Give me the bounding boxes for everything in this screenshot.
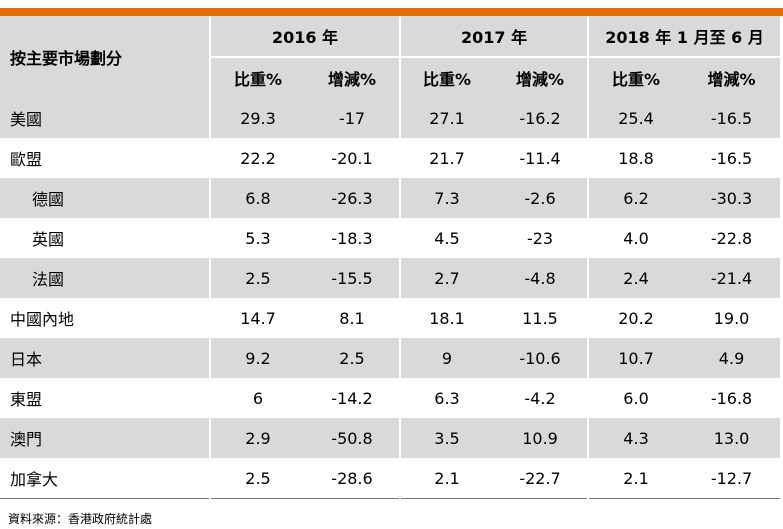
share-cell: 29.3 <box>209 98 305 138</box>
market-name-cell: 加拿大 <box>0 458 210 499</box>
share-cell: 7.3 <box>399 178 494 218</box>
change-cell: 10.9 <box>493 418 589 458</box>
market-share-table: 按主要市場劃分 2016 年 2017 年 2018 年 1 月至 6 月 比重… <box>0 16 781 499</box>
change-cell: -30.3 <box>683 178 781 218</box>
share-cell: 6.8 <box>209 178 305 218</box>
change-cell: 4.9 <box>683 338 781 378</box>
change-cell: -4.8 <box>493 258 589 298</box>
share-cell: 2.1 <box>587 458 684 499</box>
market-name-cell: 澳門 <box>0 418 210 458</box>
share-cell: 4.0 <box>587 218 684 258</box>
change-cell: -18.3 <box>331 228 373 248</box>
market-name-cell: 美國 <box>0 98 210 138</box>
change-header: 增減% <box>683 57 781 98</box>
change-cell: -16.5 <box>710 148 753 168</box>
share-cell: 22.2 <box>209 138 305 178</box>
share-header: 比重% <box>587 57 684 98</box>
table-row: 日本 9.2 2.5 9 -10.6 10.7 4.9 <box>0 338 781 378</box>
share-cell: 5.3 <box>209 218 305 258</box>
change-cell: -22.8 <box>710 228 753 248</box>
change-cell: 8.1 <box>339 308 365 328</box>
share-cell: 6.3 <box>399 378 494 418</box>
share-cell: 2.9 <box>209 418 305 458</box>
market-column-header: 按主要市場劃分 <box>0 16 210 98</box>
change-cell: -17 <box>305 98 401 138</box>
change-cell: -10.6 <box>493 338 589 378</box>
share-header: 比重% <box>399 57 494 98</box>
change-cell: -16.8 <box>710 388 753 408</box>
share-cell: 18.1 <box>399 298 494 338</box>
change-cell: -4.2 <box>524 388 556 408</box>
change-cell: -21.4 <box>683 258 781 298</box>
change-cell: -22.7 <box>493 458 589 499</box>
share-cell: 6.0 <box>587 378 684 418</box>
table-row: 歐盟 22.2 -20.1 21.7 -11.4 18.8 -16.5 <box>0 138 780 178</box>
accent-bar <box>0 8 783 16</box>
table-body: 美國 29.3 -17 27.1 -16.2 25.4 -16.5 歐盟 22.2 -20.1 21… <box>0 98 781 499</box>
share-cell: 2.5 <box>209 258 305 298</box>
market-name-cell: 中國內地 <box>10 310 75 329</box>
share-cell: 2.1 <box>399 458 494 499</box>
market-name-cell: 日本 <box>0 338 210 378</box>
share-cell: 4.3 <box>587 418 684 458</box>
share-cell: 18.8 <box>587 138 684 178</box>
table-row: 東盟 6 -14.2 6.3 -4.2 6.0 -16.8 <box>0 378 780 418</box>
table-row: 美國 29.3 -17 27.1 -16.2 25.4 -16.5 <box>0 98 781 138</box>
period-header-2016: 2016 年 <box>208 16 401 57</box>
share-cell: 2.7 <box>399 258 494 298</box>
market-name-cell: 法國 <box>0 258 210 298</box>
share-cell: 27.1 <box>399 98 494 138</box>
share-cell: 2.5 <box>209 458 305 499</box>
market-name-cell: 歐盟 <box>10 150 43 169</box>
table-row: 中國內地 14.7 8.1 18.1 11.5 20.2 19.0 <box>0 298 780 338</box>
share-cell: 20.2 <box>587 298 684 338</box>
share-cell: 9 <box>399 338 494 378</box>
source-note: 資料來源：香港政府統計處 <box>8 512 153 526</box>
table-row: 法國 2.5 -15.5 2.7 -4.8 2.4 -21.4 <box>0 258 781 298</box>
change-cell: -16.5 <box>683 98 781 138</box>
change-header: 增減% <box>305 57 401 98</box>
share-cell: 9.2 <box>209 338 305 378</box>
change-cell: -14.2 <box>331 388 373 408</box>
market-name-cell: 英國 <box>32 230 65 249</box>
change-cell: -50.8 <box>305 418 401 458</box>
table-row: 加拿大 2.5 -28.6 2.1 -22.7 2.1 -12.7 <box>0 458 781 499</box>
change-cell: 13.0 <box>683 418 781 458</box>
change-cell: -26.3 <box>305 178 401 218</box>
market-name-cell: 德國 <box>0 178 210 218</box>
change-cell: -11.4 <box>519 148 561 168</box>
change-cell: -16.2 <box>493 98 589 138</box>
share-cell: 6.2 <box>587 178 684 218</box>
share-cell: 25.4 <box>587 98 684 138</box>
change-cell: 2.5 <box>305 338 401 378</box>
share-cell: 21.7 <box>399 138 494 178</box>
period-header-2018h1: 2018 年 1 月至 6 月 <box>587 16 781 57</box>
table-row: 德國 6.8 -26.3 7.3 -2.6 6.2 -30.3 <box>0 178 781 218</box>
change-cell: -2.6 <box>493 178 589 218</box>
share-cell: 14.7 <box>209 298 305 338</box>
table-row: 澳門 2.9 -50.8 3.5 10.9 4.3 13.0 <box>0 418 781 458</box>
share-cell: 2.4 <box>587 258 684 298</box>
change-cell: -15.5 <box>305 258 401 298</box>
period-header-2017: 2017 年 <box>399 16 589 57</box>
change-cell: 11.5 <box>522 308 558 328</box>
change-cell: -23 <box>526 228 554 248</box>
change-cell: -20.1 <box>331 148 373 168</box>
share-cell: 10.7 <box>587 338 684 378</box>
market-name-cell: 東盟 <box>10 390 43 409</box>
table-row: 英國 5.3 -18.3 4.5 -23 4.0 -22.8 <box>0 218 780 258</box>
share-cell: 4.5 <box>399 218 494 258</box>
share-cell: 6 <box>209 378 305 418</box>
change-cell: 19.0 <box>713 308 750 328</box>
share-cell: 3.5 <box>399 418 494 458</box>
change-cell: -28.6 <box>305 458 401 499</box>
change-header: 增減% <box>493 57 589 98</box>
share-header: 比重% <box>209 57 305 98</box>
change-cell: -12.7 <box>683 458 781 499</box>
